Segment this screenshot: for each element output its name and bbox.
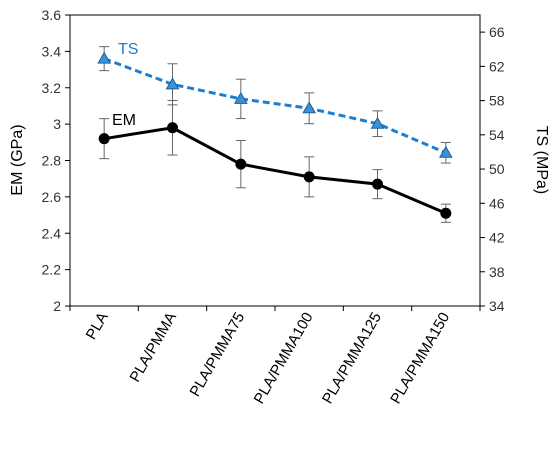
series-line [103,57,447,155]
left-tick-label: 3.6 [42,7,62,23]
data-point [167,122,178,134]
right-axis-ticks: 34 38 42 46 50 54 58 62 66 [480,24,505,314]
right-axis-title: TS (MPa) [533,126,550,194]
x-tick-label: PLA/PMMA100 [251,310,317,407]
left-tick-label: 2 [53,298,61,314]
data-point [233,91,248,104]
left-tick-label: 2.2 [42,262,62,278]
right-tick-label: 66 [489,24,505,40]
left-tick-label: 3.2 [42,80,62,96]
data-point [438,145,453,158]
right-tick-label: 58 [489,93,505,109]
left-tick-label: 2.8 [42,153,62,169]
data-point [370,116,385,129]
left-tick-label: 3 [53,116,61,132]
data-point [165,77,180,90]
x-tick-label: PLA/PMMA [126,310,179,386]
right-tick-label: 46 [489,195,505,211]
left-axis-ticks: 2 2.2 2.4 2.6 2.8 3 3.2 3.4 3.6 [42,7,70,314]
right-tick-label: 42 [489,230,505,246]
series-label-ts: TS [118,41,138,58]
left-tick-label: 2.6 [42,189,62,205]
data-point [235,158,247,170]
series-layer [97,46,453,223]
x-tick-label: PLA/PMMA125 [319,310,385,407]
series-em [98,99,452,223]
right-tick-label: 62 [489,58,505,74]
data-point [303,171,315,183]
right-tick-label: 50 [489,161,505,177]
x-axis-ticks: PLA PLA/PMMA PLA/PMMA75 PLA/PMMA100 PLA/PMMA… [69,306,481,407]
series-ts [97,46,453,164]
data-point [98,133,110,145]
left-tick-label: 2.4 [42,225,62,241]
x-tick-label: PLA [83,310,112,343]
data-point [372,178,383,190]
plot-area [69,14,481,307]
data-point [97,51,112,64]
right-tick-label: 38 [489,264,505,280]
series-label-em: EM [112,112,136,129]
right-tick-label: 54 [489,127,505,143]
data-point [302,101,317,114]
series-line [103,126,447,215]
left-tick-label: 3.4 [42,43,62,59]
x-tick-label: PLA/PMMA150 [387,310,453,407]
x-tick-label: PLA/PMMA75 [186,310,248,400]
right-tick-label: 34 [489,298,505,314]
left-axis-title: EM (GPa) [9,124,26,195]
data-point [440,207,452,219]
